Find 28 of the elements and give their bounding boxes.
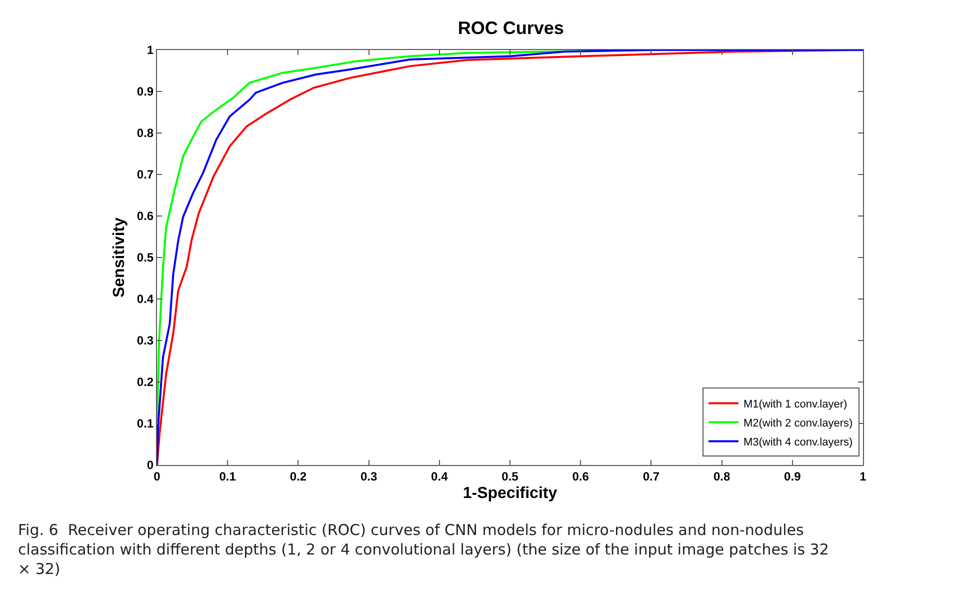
caption: Fig. 6 Receiver operating characteristic (ROC) curves of CNN models for micro-nodules and non-nodules classification with different depths (1, 2 or 4 convolutional layers) (the size of the input image patches is 32 × 32) <box>18 521 829 578</box>
x-tick-label: 1 <box>860 469 867 484</box>
legend-label: M2(with 2 conv.layers) <box>743 417 853 430</box>
y-tick-label: 0.9 <box>136 84 154 99</box>
y-tick-label: 0.4 <box>136 292 154 306</box>
x-tick-label: 0.6 <box>572 469 590 484</box>
x-tick-label: 0.4 <box>431 469 448 484</box>
legend-label: M1(with 1 conv.layer) <box>743 398 848 410</box>
x-tick-label: 0.9 <box>784 469 802 484</box>
y-tick-label: 0.2 <box>136 375 154 390</box>
y-tick-label: 0.7 <box>136 168 154 182</box>
x-tick-label: 0.3 <box>360 469 378 484</box>
y-tick-label: 1 <box>146 43 154 58</box>
chart-title: ROC Curves <box>458 18 564 38</box>
legend-label: M3(with 4 conv.layers) <box>743 436 853 448</box>
x-tick-label: 0.8 <box>713 469 730 484</box>
x-tick-label: 0.7 <box>642 469 660 484</box>
y-tick-label: 0.1 <box>136 416 154 431</box>
y-tick-label: 0.8 <box>136 126 154 140</box>
x-axis-title: 1-Specificity <box>462 485 558 502</box>
y-tick-label: 0 <box>146 458 154 472</box>
x-tick-label: 0.5 <box>502 469 519 484</box>
y-axis-title: Sensitivity <box>110 217 128 298</box>
x-tick-label: 0.2 <box>290 469 307 484</box>
x-tick-label: 0.1 <box>219 469 236 484</box>
y-tick-label: 0.5 <box>136 250 154 265</box>
y-tick-label: 0.3 <box>136 334 154 348</box>
y-tick-label: 0.6 <box>136 209 154 224</box>
